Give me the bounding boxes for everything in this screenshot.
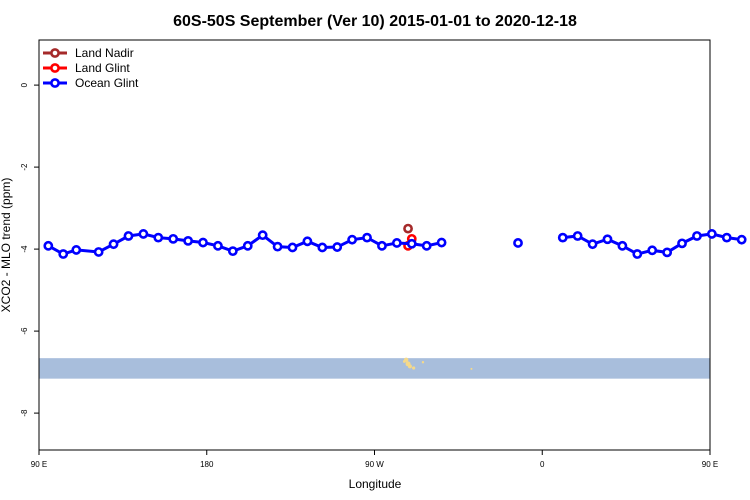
data-point bbox=[362, 232, 372, 243]
legend-label: Ocean Glint bbox=[75, 76, 139, 90]
x-tick-label: 180 bbox=[200, 460, 214, 469]
land-patch bbox=[470, 367, 473, 370]
data-point bbox=[677, 238, 687, 249]
data-point bbox=[242, 240, 253, 251]
land-patch bbox=[407, 364, 412, 369]
y-tick-label: -4 bbox=[20, 245, 29, 253]
y-tick-label: -8 bbox=[20, 409, 29, 417]
data-point bbox=[377, 240, 387, 251]
y-axis-label: XCO2 - MLO trend (ppm) bbox=[0, 178, 13, 313]
data-point bbox=[572, 231, 583, 241]
legend-label: Land Nadir bbox=[75, 46, 134, 60]
data-point bbox=[257, 230, 268, 241]
x-axis-label: Longitude bbox=[349, 477, 402, 491]
data-point bbox=[421, 240, 432, 251]
data-point bbox=[721, 232, 732, 243]
data-point bbox=[227, 246, 238, 257]
land-patch bbox=[412, 366, 416, 370]
data-point bbox=[692, 231, 702, 241]
data-point bbox=[332, 242, 343, 252]
y-tick-label: 0 bbox=[20, 82, 29, 87]
data-point bbox=[138, 229, 149, 239]
data-point bbox=[347, 234, 358, 245]
land-patch bbox=[421, 361, 425, 364]
data-point bbox=[602, 234, 613, 245]
data-point bbox=[153, 232, 164, 243]
x-axis: 90 E 180 90 W 0 90 E bbox=[31, 450, 718, 469]
data-point bbox=[391, 238, 402, 248]
data-point bbox=[662, 247, 673, 258]
data-point bbox=[647, 245, 658, 256]
x-tick-label: 90 E bbox=[702, 460, 718, 469]
data-point bbox=[183, 235, 194, 246]
data-point bbox=[272, 241, 283, 252]
data-point bbox=[168, 233, 179, 244]
x-tick-label: 90 W bbox=[365, 460, 384, 469]
legend-marker bbox=[50, 48, 60, 58]
data-point bbox=[632, 249, 643, 259]
data-point bbox=[123, 231, 134, 241]
ocean-band bbox=[39, 358, 710, 379]
data-point bbox=[436, 237, 447, 248]
data-point bbox=[513, 238, 523, 248]
x-tick-label: 90 E bbox=[31, 460, 47, 469]
legend-label: Land Glint bbox=[75, 61, 130, 75]
chart-title: 60S-50S September (Ver 10) 2015-01-01 to… bbox=[173, 13, 577, 30]
data-point bbox=[213, 240, 223, 251]
data-point bbox=[736, 234, 747, 245]
legend-marker bbox=[50, 63, 60, 73]
data-point bbox=[617, 240, 628, 251]
plot-frame bbox=[38, 39, 711, 451]
data-point bbox=[557, 232, 568, 243]
data-point bbox=[403, 223, 413, 234]
data-point bbox=[108, 239, 119, 250]
data-point bbox=[302, 236, 313, 247]
data-point bbox=[43, 240, 54, 251]
x-tick-label: 0 bbox=[540, 460, 545, 469]
data-point bbox=[93, 247, 104, 257]
data-point bbox=[287, 242, 298, 253]
data-point bbox=[58, 249, 69, 259]
legend-marker bbox=[50, 78, 60, 88]
data-point bbox=[706, 229, 717, 239]
data-point bbox=[198, 237, 208, 248]
y-axis: 0 -2 -4 -6 -8 bbox=[20, 82, 39, 417]
y-tick-label: -2 bbox=[20, 163, 29, 171]
series-layer bbox=[43, 223, 747, 259]
map-band bbox=[39, 357, 710, 379]
data-point bbox=[406, 238, 417, 249]
data-point bbox=[587, 239, 598, 250]
land-patch bbox=[402, 360, 406, 363]
data-point bbox=[71, 245, 82, 255]
data-point bbox=[317, 242, 328, 253]
y-tick-label: -6 bbox=[20, 327, 29, 335]
